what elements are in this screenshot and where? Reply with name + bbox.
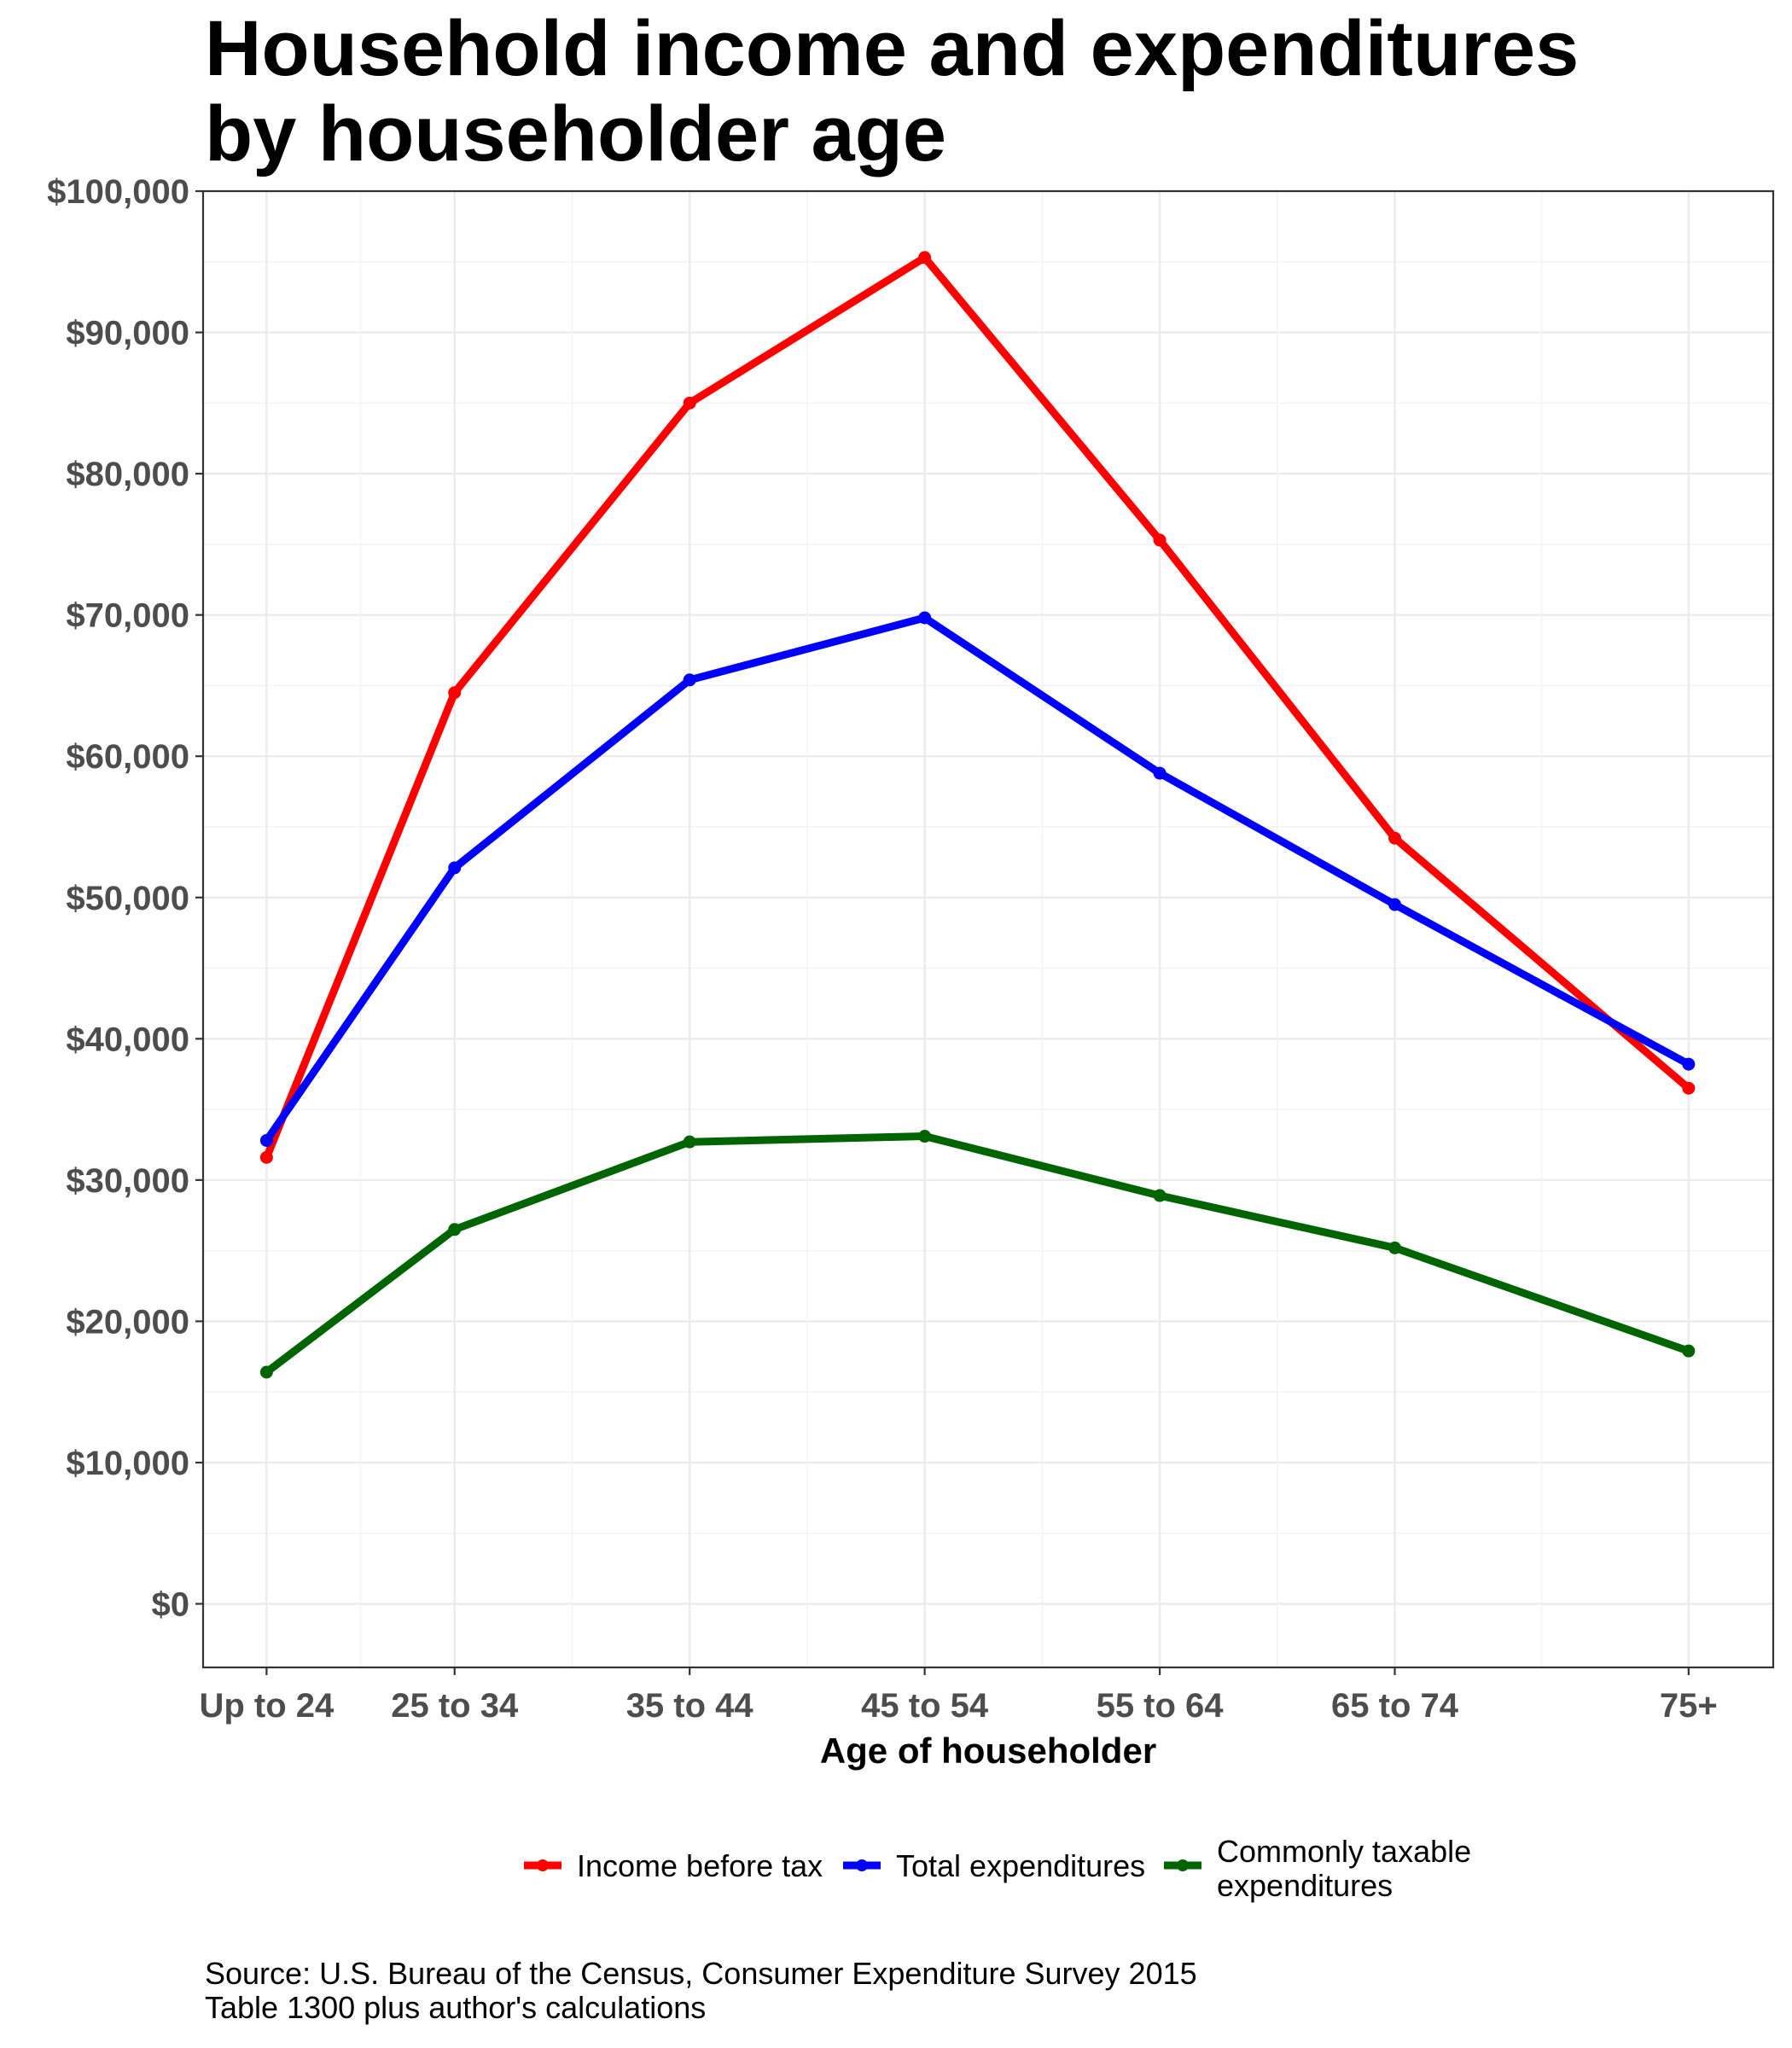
- panel-border: [201, 189, 1775, 1669]
- y-tick-label: $100,000: [47, 173, 189, 211]
- y-tick-label: $90,000: [66, 315, 189, 352]
- data-point-income-before-tax: [259, 1150, 273, 1164]
- data-point-income-before-tax: [918, 251, 932, 265]
- caption-line: Source: U.S. Bureau of the Census, Consu…: [205, 1956, 1197, 1991]
- legend-label: Commonly taxable expenditures: [1217, 1834, 1471, 1903]
- data-point-total-expenditures: [259, 1133, 273, 1147]
- data-point-commonly-taxable-expenditures: [1153, 1189, 1167, 1202]
- grid: [203, 189, 1773, 1667]
- chart-title-line: by householder age: [205, 90, 946, 177]
- x-tick-label: 45 to 54: [861, 1687, 989, 1725]
- legend-key-point: [1177, 1859, 1189, 1871]
- series-line-commonly-taxable-expenditures: [262, 1132, 1693, 1376]
- caption-line: Table 1300 plus author's calculations: [205, 1990, 706, 2025]
- y-tick-label: $60,000: [66, 738, 189, 776]
- legend-key-point: [856, 1859, 868, 1871]
- data-point-commonly-taxable-expenditures: [448, 1223, 462, 1236]
- series-lines: [259, 251, 1696, 1379]
- data-point-income-before-tax: [683, 396, 696, 410]
- data-point-total-expenditures: [1388, 898, 1402, 911]
- data-point-income-before-tax: [1682, 1081, 1696, 1095]
- legend-label-line: Commonly taxable: [1217, 1834, 1471, 1869]
- data-point-income-before-tax: [448, 686, 462, 700]
- data-point-commonly-taxable-expenditures: [259, 1365, 273, 1379]
- caption: Source: U.S. Bureau of the Census, Consu…: [205, 1956, 1197, 2025]
- y-axis: $0 $10,000 $20,000 $30,000 $40,000 $50,000 $60…: [47, 173, 203, 1624]
- legend-key-point: [537, 1859, 549, 1871]
- y-tick-label: $80,000: [66, 456, 189, 493]
- x-tick-label: 35 to 44: [626, 1687, 754, 1725]
- y-tick-label: $70,000: [66, 597, 189, 635]
- panel-border-rect: [201, 189, 1775, 1669]
- data-point-commonly-taxable-expenditures: [1682, 1344, 1696, 1358]
- y-tick-label: $0: [152, 1586, 190, 1624]
- chart-title-line: Household income and expenditures: [205, 5, 1579, 92]
- y-tick-label: $30,000: [66, 1162, 189, 1200]
- x-tick-label: Up to 24: [199, 1687, 335, 1725]
- data-point-total-expenditures: [918, 611, 932, 625]
- data-point-total-expenditures: [1682, 1057, 1696, 1071]
- y-tick-label: $20,000: [66, 1303, 189, 1341]
- data-point-commonly-taxable-expenditures: [683, 1135, 696, 1149]
- data-point-commonly-taxable-expenditures: [1388, 1241, 1402, 1254]
- legend-label: Income before tax: [577, 1848, 823, 1883]
- y-tick-label: $10,000: [66, 1445, 189, 1482]
- x-tick-label: 75+: [1660, 1687, 1718, 1725]
- x-axis-title: Age of householder: [820, 1731, 1156, 1771]
- x-tick-label: 25 to 34: [391, 1687, 519, 1725]
- x-axis: Up to 24 25 to 34 35 to 44 45 to 54 55 to 64…: [199, 1667, 1718, 1771]
- data-point-income-before-tax: [1153, 533, 1167, 547]
- data-point-total-expenditures: [448, 861, 462, 875]
- legend-label-line: expenditures: [1217, 1868, 1393, 1903]
- series-line-total-expenditures: [262, 614, 1693, 1144]
- x-tick-label: 55 to 64: [1097, 1687, 1225, 1725]
- legend-label: Total expenditures: [896, 1848, 1145, 1883]
- y-tick-label: $40,000: [66, 1021, 189, 1058]
- data-point-total-expenditures: [683, 673, 696, 687]
- y-tick-label: $50,000: [66, 880, 189, 917]
- series-line-income-before-tax: [262, 253, 1693, 1161]
- data-point-total-expenditures: [1153, 766, 1167, 780]
- legend: Income before tax Total expenditures Commo…: [524, 1834, 1471, 1903]
- x-tick-label: 65 to 74: [1331, 1687, 1459, 1725]
- data-point-income-before-tax: [1388, 831, 1402, 845]
- data-point-commonly-taxable-expenditures: [918, 1130, 932, 1143]
